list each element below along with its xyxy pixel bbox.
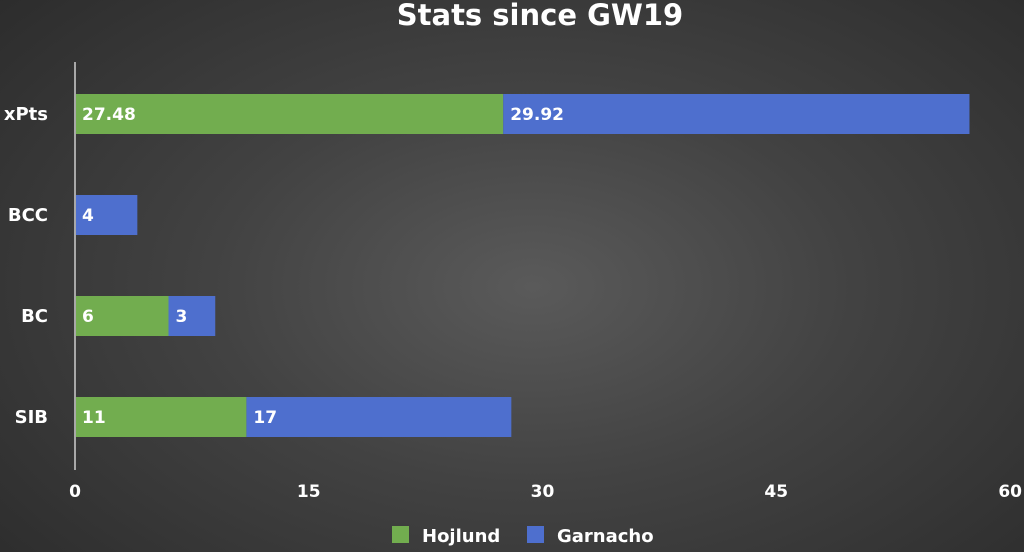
x-tick-label-45: 45 [764, 482, 788, 502]
data-label-hojlund-xpts: 27.48 [82, 105, 136, 125]
category-label-xpts: xPts [4, 104, 48, 125]
category-label-sib: SIB [15, 407, 48, 428]
bars-layer [75, 94, 970, 437]
data-label-garnacho-bcc: 4 [82, 206, 94, 226]
legend-label-garnacho: Garnacho [557, 526, 654, 547]
legend-swatch-hojlund [392, 526, 409, 543]
axis-layer: xPts BCC BC SIB 0 15 30 45 60 [4, 62, 1022, 502]
x-tick-label-60: 60 [998, 482, 1022, 502]
category-label-bcc: BCC [8, 205, 48, 226]
bar-garnacho-sib [246, 397, 512, 437]
data-labels-layer: 27.48 29.92 4 6 3 11 17 [82, 105, 564, 428]
x-tick-label-15: 15 [297, 482, 321, 502]
data-label-hojlund-bc: 6 [82, 307, 94, 327]
bar-garnacho-bcc [75, 195, 138, 235]
bar-hojlund-bc [75, 296, 169, 336]
bar-hojlund-xpts [75, 94, 504, 134]
bar-hojlund-sib [75, 397, 247, 437]
data-label-garnacho-xpts: 29.92 [510, 105, 564, 125]
data-label-garnacho-sib: 17 [253, 408, 277, 428]
bar-garnacho-xpts [503, 94, 970, 134]
bar-garnacho-bc [168, 296, 216, 336]
x-tick-label-30: 30 [531, 482, 555, 502]
legend-swatch-garnacho [527, 526, 544, 543]
legend: Hojlund Garnacho [392, 526, 654, 547]
data-label-hojlund-sib: 11 [82, 408, 106, 428]
data-label-garnacho-bc: 3 [176, 307, 188, 327]
category-label-bc: BC [21, 306, 48, 327]
chart-title: Stats since GW19 [397, 0, 684, 32]
x-tick-label-0: 0 [69, 482, 81, 502]
legend-label-hojlund: Hojlund [422, 526, 500, 547]
